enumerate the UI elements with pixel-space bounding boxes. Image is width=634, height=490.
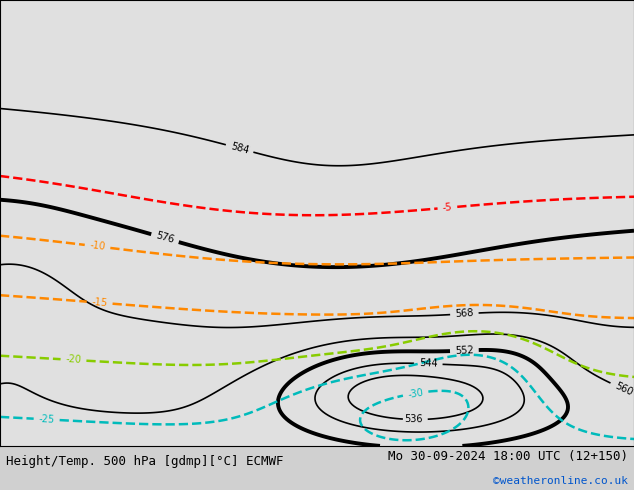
Text: 552: 552 (455, 345, 474, 356)
Text: -5: -5 (442, 202, 453, 213)
Text: 584: 584 (230, 141, 250, 156)
Text: -25: -25 (39, 414, 55, 425)
Text: -30: -30 (407, 387, 424, 399)
Text: Mo 30-09-2024 18:00 UTC (12+150): Mo 30-09-2024 18:00 UTC (12+150) (387, 450, 628, 464)
Text: Height/Temp. 500 hPa [gdmp][°C] ECMWF: Height/Temp. 500 hPa [gdmp][°C] ECMWF (6, 455, 284, 468)
Text: 576: 576 (155, 231, 176, 245)
Text: -15: -15 (91, 297, 108, 308)
Text: -10: -10 (89, 241, 106, 252)
Text: 536: 536 (404, 415, 423, 425)
Text: 544: 544 (419, 358, 437, 369)
Text: -20: -20 (65, 354, 82, 366)
Text: 560: 560 (613, 381, 634, 397)
Text: ©weatheronline.co.uk: ©weatheronline.co.uk (493, 476, 628, 486)
Text: 568: 568 (455, 308, 474, 319)
